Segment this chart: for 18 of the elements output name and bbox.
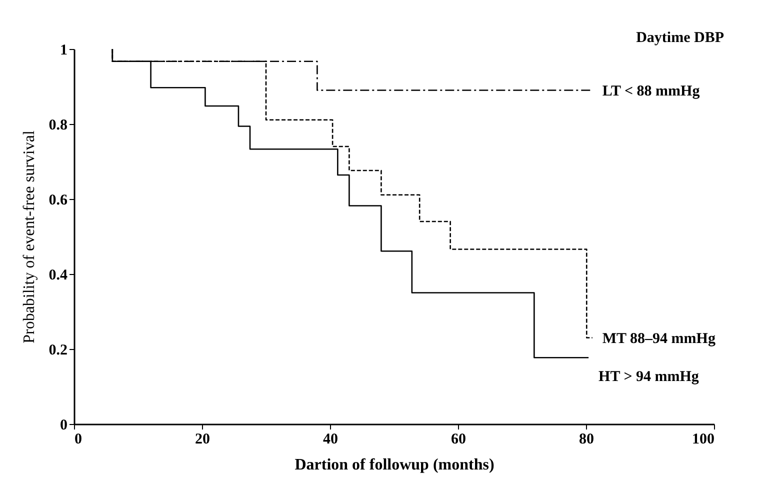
series-label: LT < 88 mmHg <box>602 83 700 100</box>
y-tick-label: 0.4 <box>48 268 68 284</box>
x-axis-title: Dartion of followup (months) <box>294 456 494 474</box>
y-tick-label: 0.2 <box>48 342 68 358</box>
x-tick-label: 100 <box>692 432 714 448</box>
series-label: HT > 94 mmHg <box>598 368 700 385</box>
x-tick-label: 40 <box>323 432 338 448</box>
y-tick-label: 0.8 <box>48 118 68 134</box>
series-label: MT 88–94 mmHg <box>602 330 716 347</box>
y-axis-title: Probability of event-free survival <box>20 130 38 344</box>
y-tick-label: 0 <box>60 418 68 434</box>
x-tick-label: 80 <box>579 432 594 448</box>
x-tick-label: 60 <box>451 432 466 448</box>
x-tick-label: 20 <box>195 432 210 448</box>
legend-title: Daytime DBP <box>636 30 724 46</box>
y-tick-label: 0.6 <box>48 192 68 208</box>
x-tick-label: 0 <box>74 432 82 448</box>
y-tick-label: 1 <box>60 42 68 58</box>
